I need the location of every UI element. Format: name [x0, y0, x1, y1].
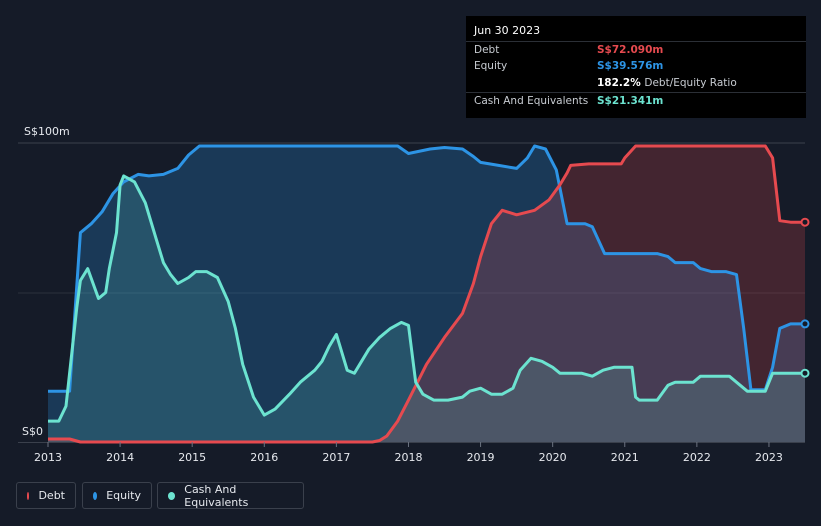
legend-cash[interactable]: Cash And Equivalents: [157, 482, 304, 509]
legend-equity-label: Equity: [106, 489, 141, 502]
legend-cash-label: Cash And Equivalents: [184, 482, 249, 509]
tooltip-debt-label: Debt: [474, 44, 500, 56]
x-tick-label: 2014: [106, 451, 134, 464]
tooltip: Jun 30 2023 Debt S$72.090m Equity S$39.5…: [466, 16, 806, 118]
equity-end-marker: [800, 319, 810, 329]
tooltip-equity-value: S$39.576m: [597, 60, 664, 72]
tooltip-cash-value: S$21.341m: [597, 95, 664, 107]
cash-line: [48, 174, 805, 423]
y-tick-label-zero: S$0: [22, 425, 43, 438]
equity-line: [48, 144, 805, 393]
x-tick-label: 2022: [683, 451, 711, 464]
tooltip-ratio: 182.2% Debt/Equity Ratio: [597, 77, 737, 89]
tooltip-debt-value: S$72.090m: [597, 44, 664, 56]
tooltip-cash-label: Cash And Equivalents: [474, 95, 589, 107]
legend-cash-dot: [168, 491, 176, 500]
legend-debt[interactable]: Debt: [16, 482, 76, 509]
legend-debt-label: Debt: [38, 489, 65, 502]
tooltip-cash-row: Cash And Equivalents S$21.341m: [466, 92, 806, 110]
tooltip-debt-row: Debt S$72.090m: [466, 41, 806, 59]
legend-debt-dot: [27, 491, 30, 500]
x-tick-label: 2020: [539, 451, 567, 464]
x-tick-label: 2019: [467, 451, 495, 464]
cash-end-marker: [800, 368, 810, 378]
x-tick-label: 2016: [250, 451, 278, 464]
x-tick-label: 2013: [34, 451, 62, 464]
x-tick-label: 2015: [178, 451, 206, 464]
x-axis: 2013 2014 2015 2016 2017 2018 2019 2020 2021 2022…: [34, 442, 783, 464]
x-tick-label: 2017: [322, 451, 350, 464]
tooltip-ratio-value: 182.2%: [597, 77, 641, 89]
x-tick-label: 2018: [394, 451, 422, 464]
legend-equity[interactable]: Equity: [82, 482, 152, 509]
legend-equity-dot: [93, 491, 98, 500]
tooltip-equity-row: Equity S$39.576m: [466, 58, 806, 75]
x-tick-label: 2023: [755, 451, 783, 464]
tooltip-ratio-row: 182.2% Debt/Equity Ratio: [466, 75, 806, 92]
y-tick-label-max: S$100m: [24, 125, 70, 138]
tooltip-ratio-label: Debt/Equity Ratio: [644, 77, 737, 89]
tooltip-date: Jun 30 2023: [474, 24, 541, 37]
debt-line: [48, 144, 805, 444]
x-tick-label: 2021: [611, 451, 639, 464]
tooltip-equity-label: Equity: [474, 60, 508, 72]
debt-end-marker: [800, 217, 810, 227]
cash-area: [48, 175, 805, 442]
